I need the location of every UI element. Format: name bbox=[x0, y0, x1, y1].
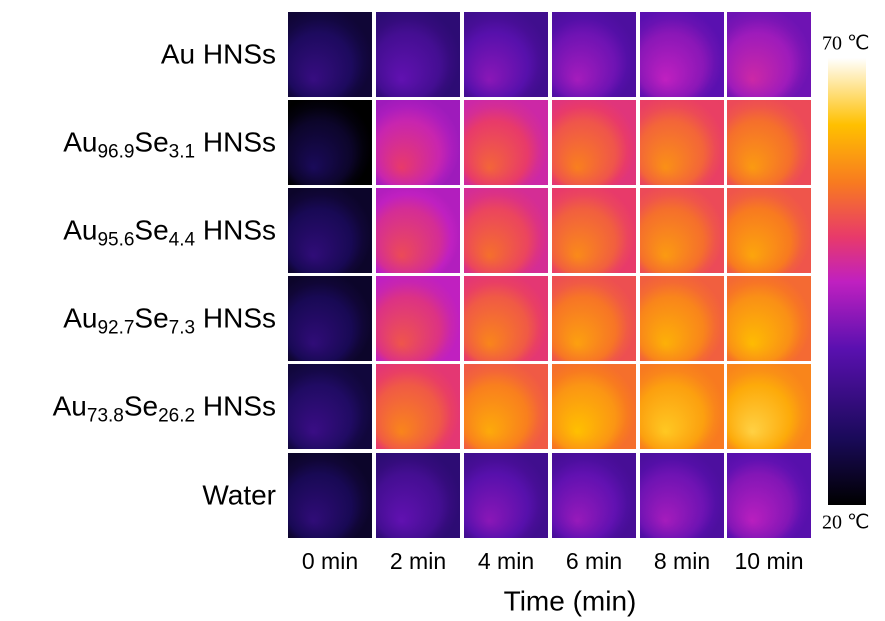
thermal-image bbox=[552, 276, 636, 361]
thermal-image bbox=[288, 453, 372, 538]
thermal-image bbox=[727, 453, 811, 538]
thermal-image bbox=[552, 364, 636, 449]
thermal-image bbox=[288, 100, 372, 185]
thermal-image bbox=[640, 12, 724, 97]
thermal-image bbox=[727, 100, 811, 185]
column-label: 6 min bbox=[566, 548, 622, 574]
subscript: 92.7 bbox=[97, 318, 134, 339]
thermal-image bbox=[640, 453, 724, 538]
thermal-image bbox=[288, 12, 372, 97]
label-text: Au bbox=[63, 303, 97, 334]
subscript: 4.4 bbox=[169, 230, 196, 251]
thermal-image bbox=[464, 453, 548, 538]
thermal-image bbox=[640, 276, 724, 361]
thermal-image bbox=[727, 12, 811, 97]
row-label: Au HNSs bbox=[161, 39, 276, 70]
label-text: Se bbox=[124, 391, 158, 422]
thermal-image bbox=[464, 364, 548, 449]
row-label: Water bbox=[202, 480, 276, 511]
thermal-image bbox=[552, 188, 636, 273]
thermal-image bbox=[464, 276, 548, 361]
thermal-image bbox=[552, 12, 636, 97]
row-label: Au92.7Se7.3 HNSs bbox=[63, 303, 276, 339]
thermal-image bbox=[727, 188, 811, 273]
thermal-image bbox=[552, 100, 636, 185]
thermal-image bbox=[376, 453, 460, 538]
label-text: Au HNSs bbox=[161, 39, 276, 70]
thermal-image bbox=[288, 276, 372, 361]
figure: 70 ℃ 20 ℃ Time (min) Au HNSsAu96.9Se3.1 … bbox=[0, 0, 885, 621]
thermal-image bbox=[727, 364, 811, 449]
subscript: 3.1 bbox=[169, 142, 195, 163]
label-text: HNSs bbox=[195, 303, 276, 334]
thermal-image bbox=[640, 364, 724, 449]
label-text: Au bbox=[63, 127, 97, 158]
colorbar-min: 20 ℃ bbox=[822, 512, 869, 534]
label-text: Au bbox=[53, 391, 87, 422]
label-text: HNSs bbox=[195, 127, 276, 158]
thermal-image bbox=[640, 188, 724, 273]
column-label: 0 min bbox=[302, 548, 358, 574]
label-text: HNSs bbox=[195, 215, 276, 246]
column-label: 8 min bbox=[654, 548, 710, 574]
column-label: 10 min bbox=[734, 548, 803, 574]
column-label: 4 min bbox=[478, 548, 534, 574]
page: 70 ℃ 20 ℃ Time (min) Au HNSsAu96.9Se3.1 … bbox=[0, 0, 885, 621]
label-text: Water bbox=[202, 480, 276, 511]
column-label: 2 min bbox=[390, 548, 446, 574]
thermal-image bbox=[552, 453, 636, 538]
thermal-image bbox=[376, 188, 460, 273]
label-text: Se bbox=[134, 215, 168, 246]
subscript: 73.8 bbox=[87, 406, 124, 427]
label-text: Se bbox=[134, 127, 168, 158]
row-label: Au73.8Se26.2 HNSs bbox=[53, 391, 276, 427]
thermal-image bbox=[376, 276, 460, 361]
label-text: HNSs bbox=[195, 391, 276, 422]
colorbar bbox=[828, 58, 866, 505]
label-text: Au bbox=[63, 215, 97, 246]
subscript: 96.9 bbox=[97, 142, 134, 163]
thermal-image bbox=[376, 12, 460, 97]
thermal-image bbox=[640, 100, 724, 185]
thermal-image bbox=[464, 12, 548, 97]
subscript: 26.2 bbox=[158, 406, 195, 427]
subscript: 95.6 bbox=[97, 230, 134, 251]
subscript: 7.3 bbox=[169, 318, 195, 339]
thermal-image bbox=[288, 364, 372, 449]
thermal-image bbox=[464, 100, 548, 185]
label-text: Se bbox=[134, 303, 168, 334]
thermal-image bbox=[376, 100, 460, 185]
x-axis-title: Time (min) bbox=[504, 585, 637, 616]
row-label: Au95.6Se4.4 HNSs bbox=[63, 215, 276, 251]
thermal-image bbox=[727, 276, 811, 361]
thermal-image bbox=[464, 188, 548, 273]
thermal-image bbox=[376, 364, 460, 449]
thermal-image bbox=[288, 188, 372, 273]
row-label: Au96.9Se3.1 HNSs bbox=[63, 127, 276, 163]
colorbar-max: 70 ℃ bbox=[822, 33, 869, 55]
